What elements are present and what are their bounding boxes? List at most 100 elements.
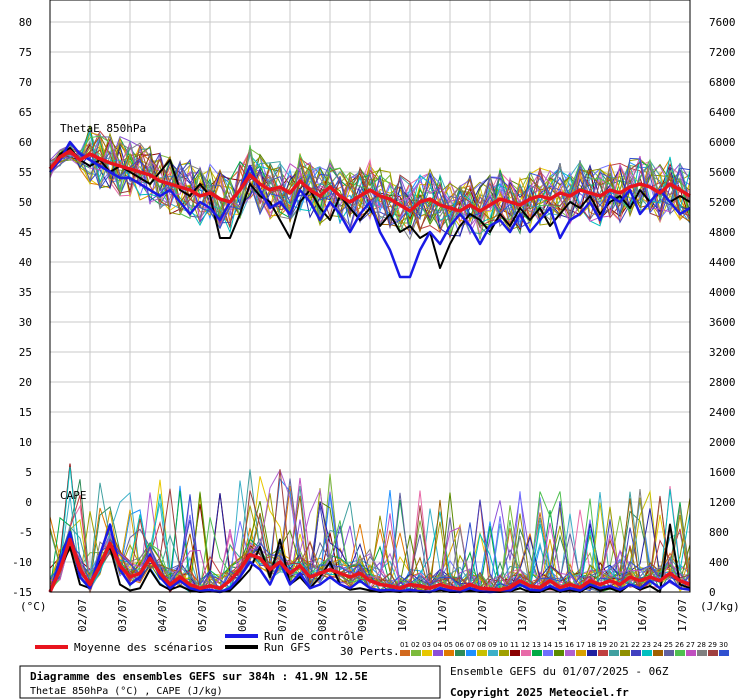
pert-legend-swatch bbox=[686, 650, 696, 656]
pert-legend-swatch bbox=[444, 650, 454, 656]
left-tick-label: 25 bbox=[19, 346, 32, 359]
pert-legend-label: 04 bbox=[433, 641, 442, 649]
date-tick-label: 16/07 bbox=[636, 599, 649, 632]
pert-legend-swatch bbox=[708, 650, 718, 656]
pert-legend-label: 08 bbox=[477, 641, 486, 649]
pert-legend-label: 16 bbox=[565, 641, 574, 649]
right-tick-label: 4800 bbox=[709, 226, 736, 239]
pert-legend-swatch bbox=[653, 650, 663, 656]
right-tick-label: 4000 bbox=[709, 286, 736, 299]
pert-legend-swatch bbox=[477, 650, 487, 656]
left-tick-label: 50 bbox=[19, 196, 32, 209]
pert-legend-swatch bbox=[642, 650, 652, 656]
left-tick-label: 65 bbox=[19, 106, 32, 119]
pert-legend-label: 26 bbox=[675, 641, 684, 649]
left-tick-label: 55 bbox=[19, 166, 32, 179]
pert-legend-swatch bbox=[609, 650, 619, 656]
perturbation-legend: 01 02 03 04 05 06 07 08 09 10 11 12 13 14 15 16 17 18 19 20… bbox=[400, 641, 729, 656]
right-tick-label: 7200 bbox=[709, 46, 736, 59]
pert-legend-swatch bbox=[488, 650, 498, 656]
pert-legend-label: 02 bbox=[411, 641, 420, 649]
left-tick-label: -5 bbox=[19, 526, 32, 539]
pert-legend-label: 07 bbox=[466, 641, 475, 649]
right-axis-unit: (J/kg) bbox=[700, 600, 740, 613]
pert-legend-label: 21 bbox=[620, 641, 629, 649]
footer-box bbox=[19, 665, 441, 699]
right-tick-label: 1600 bbox=[709, 466, 736, 479]
date-tick-label: 17/07 bbox=[676, 599, 689, 632]
pert-legend-swatch bbox=[554, 650, 564, 656]
pert-legend-label: 01 bbox=[400, 641, 409, 649]
legend-gfs-label: Run GFS bbox=[264, 641, 310, 654]
left-tick-label: 20 bbox=[19, 376, 32, 389]
pert-legend-label: 24 bbox=[653, 641, 662, 649]
right-axis: 7600720068006400600056005200480044004000… bbox=[709, 16, 736, 599]
left-tick-label: -10 bbox=[12, 556, 32, 569]
control-thetae-line bbox=[49, 140, 691, 279]
date-tick-label: 02/07 bbox=[76, 599, 89, 632]
grid bbox=[50, 0, 691, 593]
mean-thetae-line bbox=[48, 149, 691, 213]
gfs-cape-line bbox=[49, 523, 691, 593]
right-tick-label: 6000 bbox=[709, 136, 736, 149]
left-tick-label: 35 bbox=[19, 286, 32, 299]
pert-legend-label: 13 bbox=[532, 641, 541, 649]
right-tick-label: 5600 bbox=[709, 166, 736, 179]
right-tick-label: 6800 bbox=[709, 76, 736, 89]
left-tick-label: 60 bbox=[19, 136, 32, 149]
left-tick-label: 75 bbox=[19, 46, 32, 59]
left-tick-label: 30 bbox=[19, 316, 32, 329]
legend-perts-label: 30 Perts. bbox=[340, 645, 400, 658]
pert-legend-swatch bbox=[455, 650, 465, 656]
left-tick-label: 10 bbox=[19, 436, 32, 449]
pert-legend-swatch bbox=[510, 650, 520, 656]
pert-legend-swatch bbox=[521, 650, 531, 656]
left-tick-label: 45 bbox=[19, 226, 32, 239]
date-tick-label: 13/07 bbox=[516, 599, 529, 632]
pert-legend-swatch bbox=[719, 650, 729, 656]
right-tick-label: 400 bbox=[709, 556, 729, 569]
pert-legend-swatch bbox=[400, 650, 410, 656]
pert-legend-label: 17 bbox=[576, 641, 585, 649]
left-tick-label: 80 bbox=[19, 16, 32, 29]
date-tick-label: 05/07 bbox=[196, 599, 209, 632]
left-tick-label: 70 bbox=[19, 76, 32, 89]
pert-thetae-line-17 bbox=[49, 132, 691, 234]
right-tick-label: 2400 bbox=[709, 406, 736, 419]
pert-legend-swatch bbox=[598, 650, 608, 656]
date-tick-label: 03/07 bbox=[116, 599, 129, 632]
pert-legend-label: 15 bbox=[554, 641, 563, 649]
left-tick-label: 5 bbox=[25, 466, 32, 479]
legend-mean-label: Moyenne des scénarios bbox=[74, 641, 213, 654]
pert-legend-swatch bbox=[587, 650, 597, 656]
thetae-panel-label: ThetaE 850hPa bbox=[60, 122, 146, 135]
pert-legend-swatch bbox=[565, 650, 575, 656]
left-tick-label: 40 bbox=[19, 256, 32, 269]
right-tick-label: 3600 bbox=[709, 316, 736, 329]
run-info: Ensemble GEFS du 01/07/2025 - 06Z bbox=[450, 665, 669, 678]
pert-legend-label: 29 bbox=[708, 641, 717, 649]
right-tick-label: 2800 bbox=[709, 376, 736, 389]
pert-legend-swatch bbox=[411, 650, 421, 656]
pert-legend-swatch bbox=[675, 650, 685, 656]
pert-legend-swatch bbox=[532, 650, 542, 656]
pert-legend-swatch bbox=[664, 650, 674, 656]
left-tick-label: -15 bbox=[12, 586, 32, 599]
main-series bbox=[48, 140, 691, 594]
pert-legend-label: 30 bbox=[719, 641, 728, 649]
pert-legend-label: 12 bbox=[521, 641, 530, 649]
pert-legend-label: 27 bbox=[686, 641, 695, 649]
pert-legend-label: 25 bbox=[664, 641, 673, 649]
pert-thetae-line-30 bbox=[49, 143, 691, 230]
pert-legend-label: 11 bbox=[510, 641, 519, 649]
left-tick-label: 15 bbox=[19, 406, 32, 419]
pert-legend-label: 19 bbox=[598, 641, 607, 649]
right-tick-label: 7600 bbox=[709, 16, 736, 29]
pert-legend-swatch bbox=[433, 650, 443, 656]
date-tick-label: 04/07 bbox=[156, 599, 169, 632]
date-tick-label: 11/07 bbox=[436, 599, 449, 632]
pert-legend-label: 14 bbox=[543, 641, 552, 649]
right-tick-label: 0 bbox=[709, 586, 716, 599]
